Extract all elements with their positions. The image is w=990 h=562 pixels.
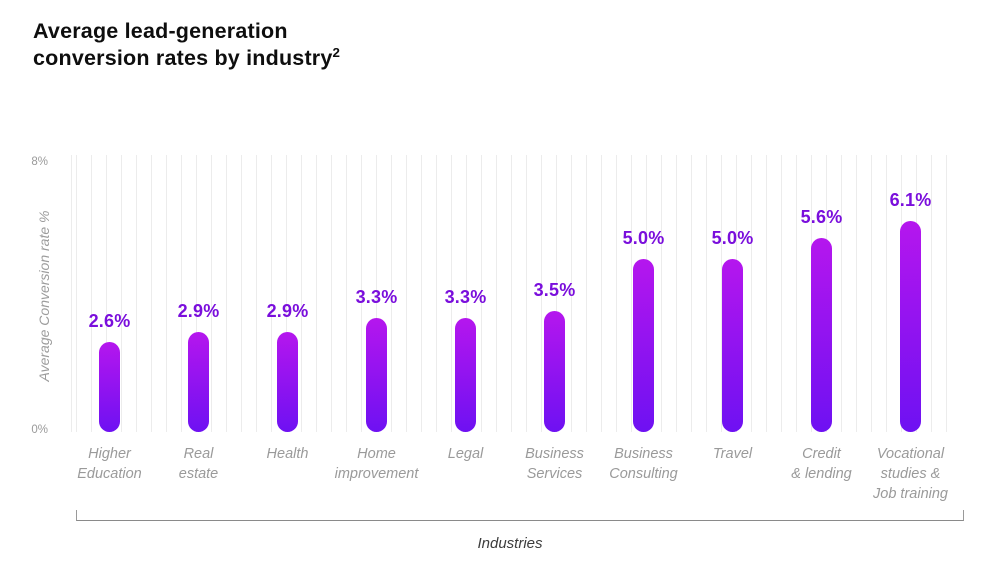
bar-column: 2.6% [65, 155, 154, 432]
x-axis-category-label: Business Consulting [609, 446, 678, 482]
x-axis-category-label: Higher Education [77, 446, 142, 482]
bar [811, 238, 832, 432]
bar-column: 6.1% [866, 155, 955, 432]
bar-value-label: 2.9% [266, 300, 309, 321]
x-axis-category-label: Travel [712, 446, 753, 462]
chart-title: Average lead-generation conversion rates… [33, 18, 340, 71]
bar [99, 341, 120, 432]
bar-column: 2.9% [154, 155, 243, 432]
x-axis-category-label: Vocational studies & Job training [873, 446, 948, 502]
x-axis-bracket [76, 510, 964, 521]
bar [900, 220, 921, 432]
bar-value-label: 2.9% [177, 300, 220, 321]
chart-title-footnote-marker: 2 [332, 44, 341, 60]
bar-column: 2.9% [243, 155, 332, 432]
x-axis-category-label: Home improvement [334, 446, 419, 482]
bars-area: 2.6% 2.9% 2.9% 3.3% 3.3% 3.5% 5.0% 5.0% … [65, 155, 955, 432]
bar-column: 3.5% [510, 155, 599, 432]
chart-title-line2: conversion rates by industry [33, 45, 333, 70]
bar-value-label: 5.6% [800, 207, 843, 228]
bar [188, 331, 209, 432]
bar-value-label: 3.3% [355, 286, 398, 307]
bar-value-label: 3.5% [533, 279, 576, 300]
bar-value-label: 2.6% [88, 310, 131, 331]
bar [633, 258, 654, 432]
bar-column: 5.0% [688, 155, 777, 432]
x-labels: Higher Education Real estate Health Home im… [65, 444, 955, 504]
bar [544, 310, 565, 432]
bar-column: 3.3% [332, 155, 421, 432]
y-axis-tick-0: 0% [31, 424, 48, 436]
x-axis-title: Industries [477, 535, 543, 552]
plot-area: 2.6% 2.9% 2.9% 3.3% 3.3% 3.5% 5.0% 5.0% … [65, 155, 955, 432]
bar-column: 3.3% [421, 155, 510, 432]
y-axis-title: Average Conversion rate % [36, 210, 52, 382]
x-axis-category-label: Credit & lending [791, 446, 852, 482]
bar-column: 5.6% [777, 155, 866, 432]
bar [366, 317, 387, 432]
bar-column: 5.0% [599, 155, 688, 432]
bar-value-label: 6.1% [889, 189, 932, 210]
x-axis-category-label: Health [266, 446, 309, 462]
x-axis-category-label: Real estate [178, 446, 219, 482]
bar [455, 317, 476, 432]
bar [277, 331, 298, 432]
x-axis-category-label: Business Services [525, 446, 584, 482]
x-axis-category-label: Legal [447, 446, 484, 462]
bar-value-label: 5.0% [711, 227, 754, 248]
bar-value-label: 5.0% [622, 227, 665, 248]
bar [722, 258, 743, 432]
bar-value-label: 3.3% [444, 286, 487, 307]
y-axis-tick-8: 8% [31, 156, 48, 168]
chart-title-line1: Average lead-generation [33, 19, 288, 43]
